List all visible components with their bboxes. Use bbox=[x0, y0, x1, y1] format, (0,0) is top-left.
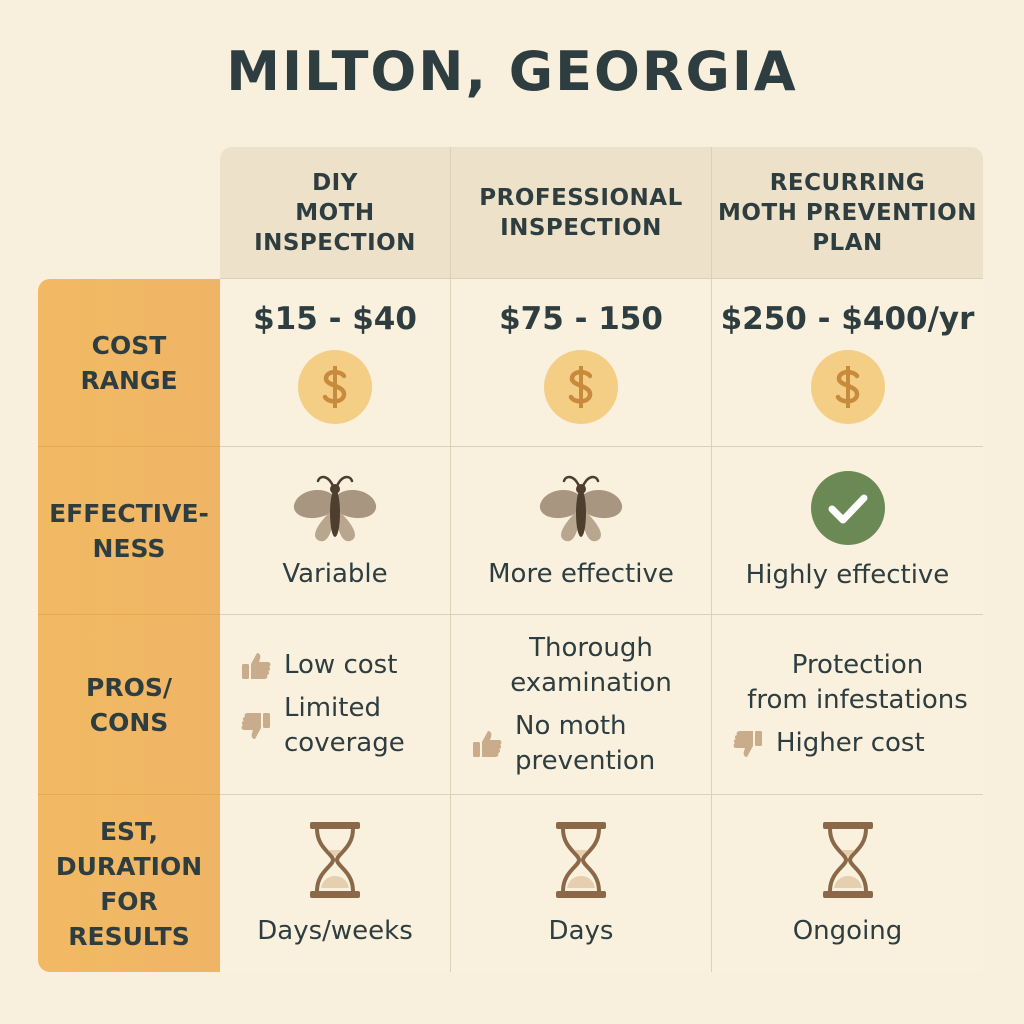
cell: $75 - 150 bbox=[451, 279, 712, 447]
cell: Ongoing bbox=[712, 795, 983, 972]
con: Higher cost bbox=[732, 726, 925, 761]
con: Limited coverage bbox=[240, 691, 405, 761]
con: No moth prevention bbox=[471, 709, 655, 779]
con-text: No moth prevention bbox=[515, 710, 656, 776]
icon-hourglass bbox=[553, 820, 609, 914]
duration: Ongoing bbox=[792, 915, 903, 946]
corner bbox=[38, 147, 220, 279]
comparison-table: DIY MOTH INSPECTION PROFESSIONAL INSPECT… bbox=[38, 147, 983, 972]
pro-text: Low cost bbox=[284, 650, 398, 680]
icon-moth bbox=[536, 471, 626, 557]
row-label: PROS/ CONS bbox=[38, 615, 220, 795]
icon-dollar bbox=[810, 349, 886, 425]
cell: Low cost Limited coverage bbox=[220, 615, 451, 795]
con-text: Higher cost bbox=[776, 728, 925, 758]
effectiveness: Highly effective bbox=[745, 559, 950, 590]
effectiveness: Variable bbox=[282, 558, 388, 589]
pro: Protection from infestations bbox=[747, 648, 968, 718]
title: MILTON, GEORGIA bbox=[226, 40, 798, 103]
row-label: EST, DURATION FOR RESULTS bbox=[38, 795, 220, 972]
duration: Days bbox=[548, 915, 614, 946]
con-text: Limited coverage bbox=[284, 693, 405, 758]
effectiveness: More effective bbox=[488, 558, 674, 589]
cell: $15 - $40 bbox=[220, 279, 451, 447]
pro-text: Thorough examination bbox=[510, 632, 672, 698]
pro: Low cost bbox=[240, 648, 397, 683]
column-header: PROFESSIONAL INSPECTION bbox=[451, 147, 712, 279]
icon-hourglass bbox=[307, 820, 363, 914]
icon-down bbox=[240, 710, 284, 742]
column-header: RECURRING MOTH PREVENTION PLAN bbox=[712, 147, 983, 279]
cell: Days bbox=[451, 795, 712, 972]
icon-check bbox=[810, 470, 886, 558]
cell: Highly effective bbox=[712, 447, 983, 615]
icon-up bbox=[240, 650, 284, 682]
icon-dollar bbox=[543, 349, 619, 425]
column-header: DIY MOTH INSPECTION bbox=[220, 147, 451, 279]
cell: Days/weeks bbox=[220, 795, 451, 972]
cell: Thorough examination No moth prevention bbox=[451, 615, 712, 795]
price: $250 - $400/yr bbox=[720, 300, 975, 337]
icon-down bbox=[732, 728, 776, 760]
price: $15 - $40 bbox=[253, 300, 417, 337]
pro: Thorough examination bbox=[510, 631, 672, 701]
price: $75 - 150 bbox=[499, 300, 663, 337]
cell: Protection from infestations Higher cost bbox=[712, 615, 983, 795]
pro-text: Protection from infestations bbox=[747, 650, 968, 715]
cell: Variable bbox=[220, 447, 451, 615]
icon-hourglass bbox=[820, 820, 876, 914]
icon-dollar bbox=[297, 349, 373, 425]
cell: $250 - $400/yr bbox=[712, 279, 983, 447]
duration: Days/weeks bbox=[257, 915, 413, 946]
row-label: EFFECTIVE- NESS bbox=[38, 447, 220, 615]
icon-moth bbox=[290, 471, 380, 557]
cell: More effective bbox=[451, 447, 712, 615]
row-label: COST RANGE bbox=[38, 279, 220, 447]
icon-up bbox=[471, 728, 515, 760]
